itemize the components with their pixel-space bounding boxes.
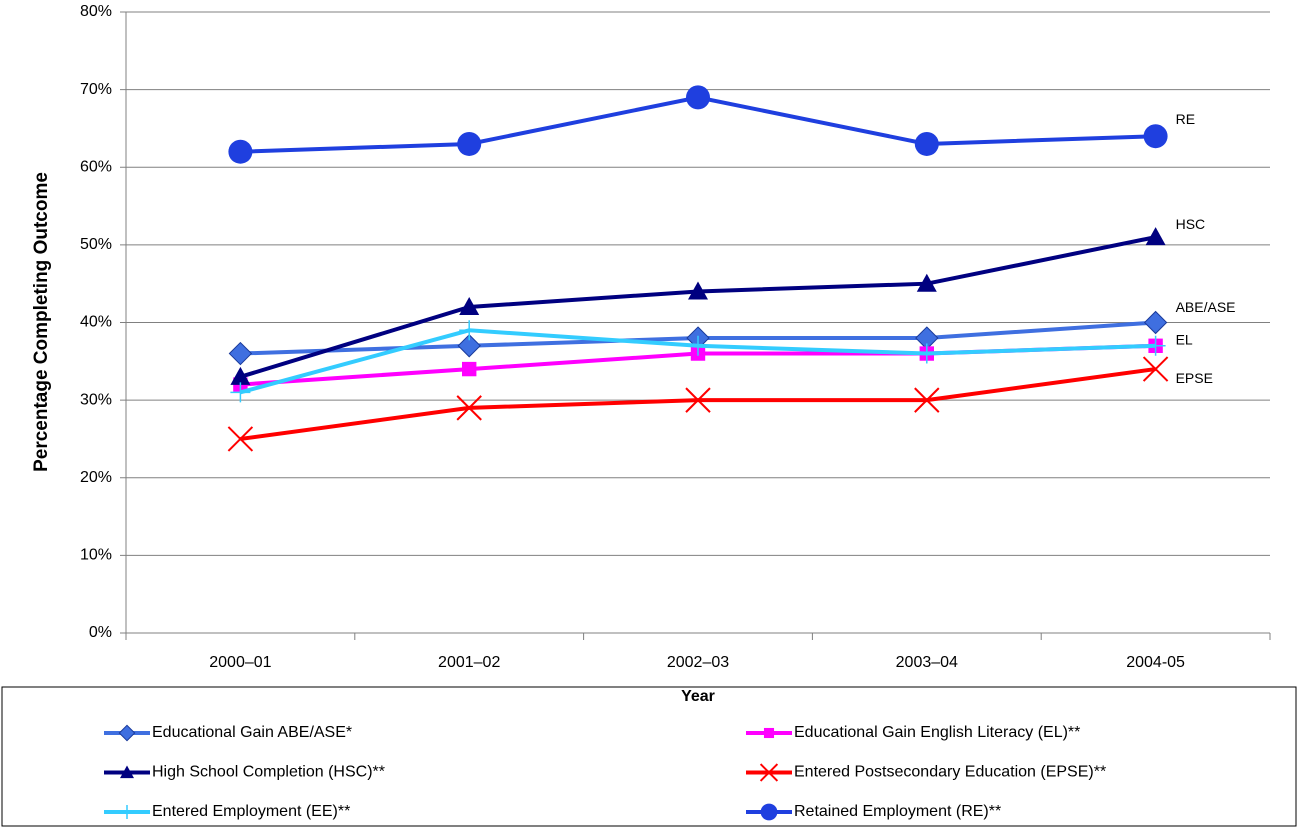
legend-label: Entered Postsecondary Education (EPSE)** bbox=[794, 764, 1106, 781]
marker bbox=[686, 85, 710, 110]
marker bbox=[456, 395, 482, 421]
legend-marker bbox=[760, 803, 778, 821]
marker bbox=[1145, 335, 1166, 356]
legend-box bbox=[1, 686, 1297, 827]
series: RE bbox=[228, 85, 1195, 164]
marker bbox=[916, 273, 937, 292]
marker bbox=[916, 343, 937, 364]
marker bbox=[227, 426, 254, 452]
marker bbox=[914, 387, 940, 413]
series: HSC bbox=[230, 216, 1205, 385]
x-tick-label: 2004-05 bbox=[1126, 654, 1185, 671]
marker bbox=[457, 131, 482, 156]
y-tick-label: 70% bbox=[80, 81, 112, 98]
marker bbox=[914, 131, 939, 156]
legend-marker bbox=[118, 724, 136, 742]
marker bbox=[228, 341, 253, 366]
marker bbox=[228, 139, 253, 164]
series-end-label: ABE/ASE bbox=[1176, 299, 1236, 315]
y-axis-label: Percentage Completing Outcome bbox=[31, 172, 52, 472]
marker bbox=[459, 320, 480, 341]
legend-label: Educational Gain ABE/ASE* bbox=[152, 724, 352, 741]
x-axis-label: Year bbox=[681, 688, 715, 705]
y-tick-label: 60% bbox=[80, 158, 112, 175]
legend-label: Educational Gain English Literacy (EL)** bbox=[794, 724, 1080, 741]
y-tick-label: 20% bbox=[80, 469, 112, 486]
legend-label: Retained Employment (RE)** bbox=[794, 803, 1001, 820]
marker bbox=[688, 281, 708, 300]
x-tick-label: 2003–04 bbox=[896, 654, 958, 671]
series: EPSE bbox=[227, 356, 1213, 452]
y-tick-label: 0% bbox=[89, 624, 112, 641]
x-tick-label: 2002–03 bbox=[667, 654, 729, 671]
marker bbox=[1142, 356, 1169, 382]
series-end-label: RE bbox=[1176, 111, 1195, 127]
y-tick-label: 10% bbox=[80, 547, 112, 564]
y-tick-label: 50% bbox=[80, 236, 112, 253]
legend-label: High School Completion (HSC)** bbox=[152, 764, 385, 781]
marker bbox=[1145, 227, 1166, 246]
series bbox=[230, 320, 1166, 403]
series-end-label: HSC bbox=[1176, 216, 1206, 232]
legend-label: Entered Employment (EE)** bbox=[152, 803, 350, 820]
marker bbox=[457, 334, 481, 358]
series-end-label: EL bbox=[1176, 331, 1193, 347]
legend-marker bbox=[120, 765, 134, 779]
legend-marker bbox=[120, 805, 134, 819]
series-line bbox=[240, 367, 1156, 441]
x-tick-label: 2001–02 bbox=[438, 654, 500, 671]
marker bbox=[230, 382, 251, 403]
legend-marker bbox=[759, 763, 779, 782]
series-end-label: EPSE bbox=[1176, 370, 1213, 386]
marker bbox=[1143, 310, 1168, 335]
marker bbox=[685, 387, 711, 413]
y-tick-label: 40% bbox=[80, 314, 112, 331]
marker bbox=[462, 361, 477, 377]
marker bbox=[230, 366, 251, 385]
marker bbox=[459, 296, 480, 315]
marker bbox=[688, 335, 708, 356]
x-tick-label: 2000–01 bbox=[209, 654, 271, 671]
marker bbox=[1143, 124, 1168, 149]
y-tick-label: 80% bbox=[80, 3, 112, 20]
y-tick-label: 30% bbox=[80, 391, 112, 408]
legend-marker bbox=[763, 727, 775, 739]
